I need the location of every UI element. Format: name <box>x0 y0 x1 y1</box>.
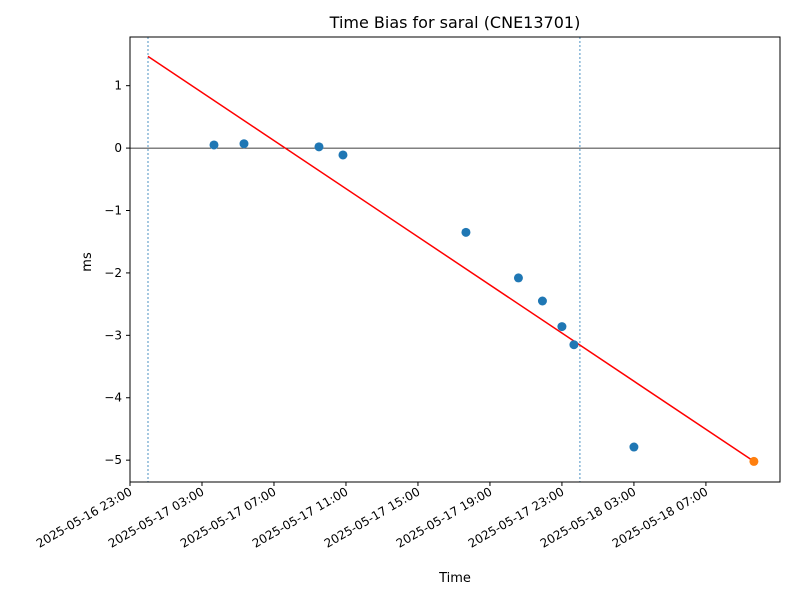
y-tick-label: −1 <box>104 204 122 218</box>
data-point <box>239 139 249 149</box>
data-point <box>557 322 567 332</box>
data-point <box>338 150 348 160</box>
y-tick-label: 1 <box>114 79 122 93</box>
data-point <box>569 340 579 350</box>
chart-title: Time Bias for saral (CNE13701) <box>329 13 581 32</box>
data-point <box>209 140 219 150</box>
data-point <box>749 456 759 466</box>
data-point <box>629 442 639 452</box>
data-point <box>314 142 324 152</box>
data-point <box>537 296 547 306</box>
data-point <box>461 227 471 237</box>
y-tick-label: −3 <box>104 328 122 342</box>
y-tick-label: −5 <box>104 453 122 467</box>
y-tick-label: 0 <box>114 141 122 155</box>
y-tick-label: −4 <box>104 391 122 405</box>
y-tick-label: −2 <box>104 266 122 280</box>
fit-line <box>147 55 755 463</box>
y-axis-label: ms <box>80 252 95 272</box>
data-point <box>513 273 523 283</box>
x-axis-label: Time <box>438 571 471 586</box>
plot-frame <box>129 36 781 483</box>
